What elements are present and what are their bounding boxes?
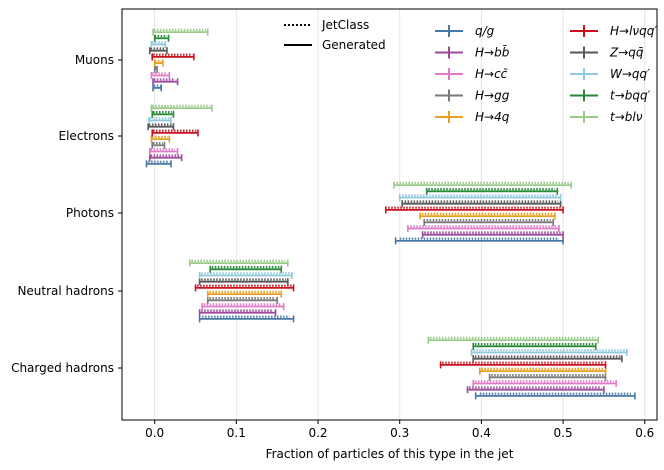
x-tick-label: 0.3 (390, 426, 409, 440)
y-tick-label: Photons (66, 206, 114, 220)
legend-series-label: H→gg (475, 89, 510, 103)
legend-series-label: t→blν (610, 110, 643, 124)
x-tick-label: 0.0 (145, 426, 164, 440)
y-tick-label: Muons (75, 53, 114, 67)
x-tick-label: 0.5 (554, 426, 573, 440)
legend-style-label: JetClass (321, 18, 369, 32)
legend-series-label: q/g (475, 24, 495, 38)
plot-frame (121, 8, 658, 421)
legend-series-label: H→cc̄ (475, 67, 508, 81)
x-axis: 0.0 0.1 0.2 0.3 0.4 0.5 0.6 (145, 420, 654, 440)
y-tick-label: Charged hadrons (11, 361, 114, 375)
grid (154, 9, 646, 420)
legend-series-label: Z→qq̄ (609, 46, 644, 60)
y-tick-label: Electrons (59, 129, 114, 143)
plot-series (145, 28, 636, 400)
legend-series-label: H→lνqq′ (610, 24, 657, 38)
legend-series-label: W→qq′ (610, 67, 650, 81)
legend-series-label: t→bqq′ (610, 89, 651, 103)
x-tick-label: 0.6 (635, 426, 654, 440)
legend-series-label: H→4q (475, 110, 510, 124)
legend-series-label: H→bb̄ (475, 45, 510, 59)
y-axis: Muons Electrons Photons Neutral hadrons Char… (11, 53, 122, 375)
x-tick-label: 0.2 (308, 426, 327, 440)
y-tick-label: Neutral hadrons (17, 284, 114, 298)
x-axis-label: Fraction of particles of this type in th… (266, 447, 514, 461)
legend-style-label: Generated (322, 38, 386, 52)
x-tick-label: 0.4 (472, 426, 491, 440)
x-tick-label: 0.1 (227, 426, 246, 440)
legend: JetClass Generated q/g H→bb̄ H→cc̄ H→gg H→4q H→… (284, 18, 657, 124)
